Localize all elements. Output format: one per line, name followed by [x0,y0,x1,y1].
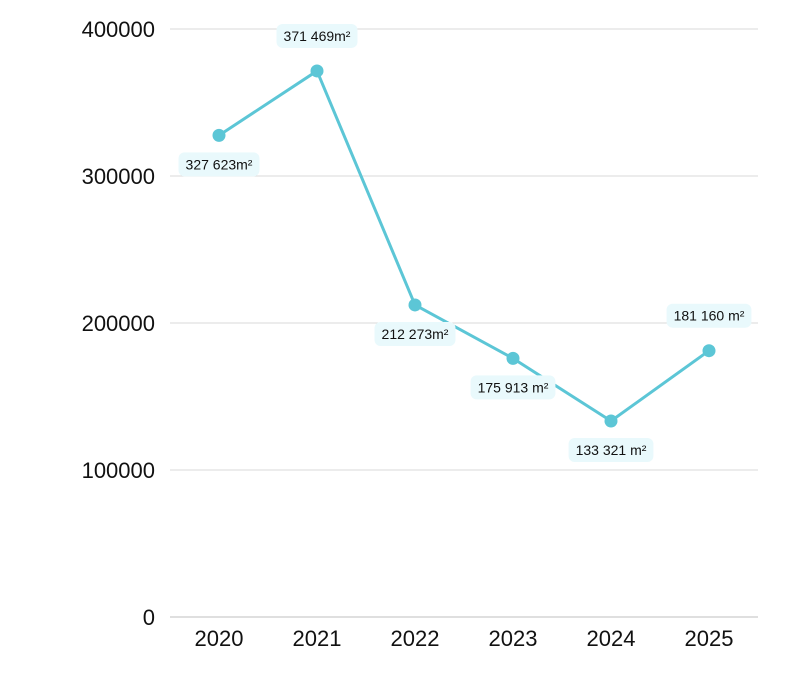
x-tick-label: 2023 [489,626,538,651]
data-label-text: 175 913 m² [478,379,549,395]
y-tick-label: 400000 [82,17,155,42]
data-label: 327 623m² [178,152,260,177]
data-label-background [276,23,358,48]
series-line [217,69,711,423]
y-tick-label: 200000 [82,311,155,336]
data-label: 181 160 m² [666,303,752,328]
data-point [506,351,520,365]
y-tick-label: 300000 [82,164,155,189]
data-label-text: 371 469m² [284,28,351,44]
gridlines [170,28,758,618]
data-label-background [568,438,654,463]
x-tick-label: 2025 [685,626,734,651]
data-points [212,64,716,428]
data-label: 175 913 m² [470,375,556,400]
data-point [702,344,716,358]
data-label-background [374,321,456,346]
data-label: 133 321 m² [568,438,654,463]
y-axis-ticks: 0 100000 200000 300000 400000 [82,17,155,630]
data-point [408,298,422,312]
data-label-background [666,303,752,328]
data-label-text: 133 321 m² [576,442,647,458]
data-point [604,414,618,428]
y-tick-label: 0 [143,605,155,630]
y-tick-label: 100000 [82,458,155,483]
data-label-background [178,152,260,177]
data-label-text: 327 623m² [186,156,253,172]
x-tick-label: 2024 [587,626,636,651]
data-labels: 327 623m² 371 469m² 212 273m² 175 913 m² 133… [178,23,752,463]
x-axis-ticks: 2020 2021 2022 2023 2024 2025 [195,626,734,651]
data-label-text: 212 273m² [382,326,449,342]
x-tick-label: 2022 [391,626,440,651]
data-label-background [470,375,556,400]
x-tick-label: 2021 [293,626,342,651]
data-point [212,128,226,142]
data-point [310,64,324,78]
data-label: 212 273m² [374,321,456,346]
x-tick-label: 2020 [195,626,244,651]
data-label: 371 469m² [276,23,358,48]
data-label-text: 181 160 m² [674,308,745,324]
